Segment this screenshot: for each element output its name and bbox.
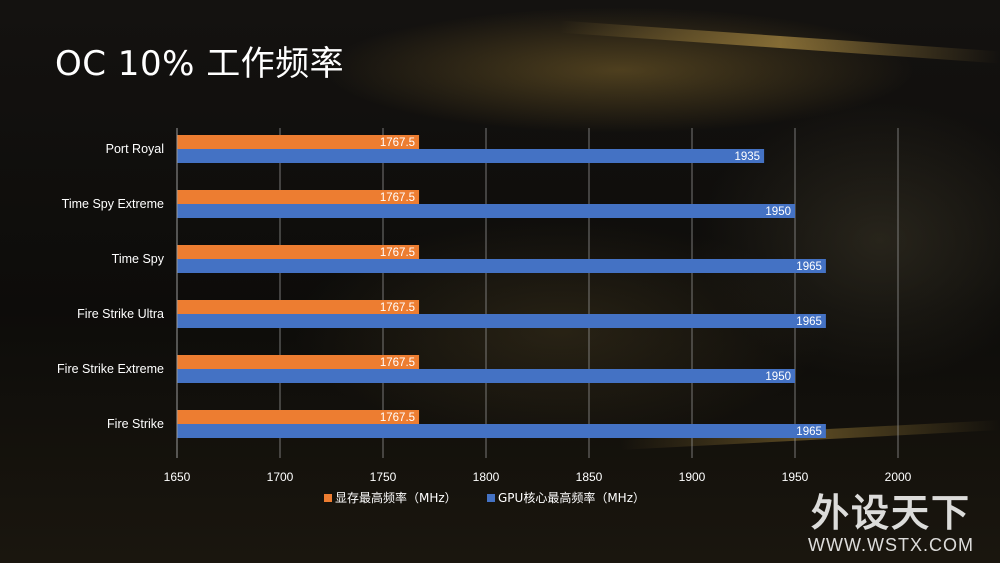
- x-tick-label: 1950: [782, 470, 809, 484]
- data-label: 1950: [765, 206, 791, 218]
- data-label: 1767.5: [380, 302, 415, 314]
- bar: [177, 369, 795, 383]
- data-label: 1950: [765, 371, 791, 383]
- x-tick-label: 1900: [679, 470, 706, 484]
- bar: [177, 149, 765, 163]
- x-tick-label: 1750: [370, 470, 397, 484]
- category-label: Port Royal: [106, 142, 164, 156]
- bar: [177, 245, 420, 259]
- data-label: 1767.5: [380, 247, 415, 259]
- category-label: Fire Strike Ultra: [77, 307, 164, 321]
- data-label: 1767.5: [380, 137, 415, 149]
- bar: [177, 424, 826, 438]
- bar: [177, 314, 826, 328]
- bar: [177, 190, 420, 204]
- bar: [177, 204, 795, 218]
- x-tick-label: 1800: [473, 470, 500, 484]
- watermark: 外设天下 WWW.WSTX.COM: [808, 482, 974, 556]
- watermark-url: WWW.WSTX.COM: [808, 535, 974, 555]
- data-label: 1965: [796, 261, 822, 273]
- data-label: 1965: [796, 426, 822, 438]
- x-tick-label: 2000: [885, 470, 912, 484]
- data-label: 1767.5: [380, 412, 415, 424]
- bar: [177, 300, 420, 314]
- legend-swatch: [487, 494, 495, 502]
- legend-label: GPU核心最高频率（MHz）: [498, 490, 645, 505]
- bar: [177, 355, 420, 369]
- category-label: Fire Strike: [107, 417, 164, 431]
- x-tick-label: 1850: [576, 470, 603, 484]
- data-label: 1767.5: [380, 192, 415, 204]
- bar: [177, 135, 420, 149]
- legend-swatch: [324, 494, 332, 502]
- legend-label: 显存最高频率（MHz）: [335, 490, 457, 505]
- x-tick-label: 1700: [267, 470, 294, 484]
- watermark-name: 外设天下: [811, 491, 972, 535]
- bar: [177, 259, 826, 273]
- data-label: 1965: [796, 316, 822, 328]
- category-label: Time Spy: [112, 252, 165, 266]
- category-label: Time Spy Extreme: [62, 197, 164, 211]
- page-title: OC 10% 工作频率: [55, 44, 345, 84]
- bar: [177, 410, 420, 424]
- x-tick-label: 1650: [164, 470, 191, 484]
- data-label: 1935: [735, 151, 761, 163]
- data-label: 1767.5: [380, 357, 415, 369]
- category-label: Fire Strike Extreme: [57, 362, 164, 376]
